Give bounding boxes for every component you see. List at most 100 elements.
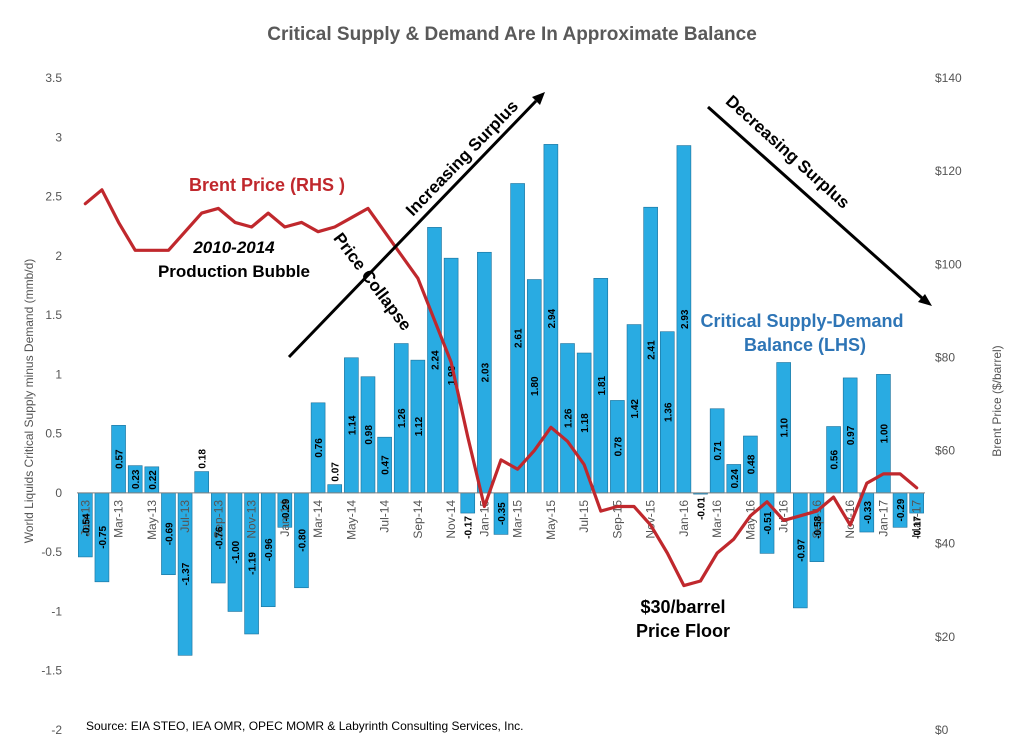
x-tick-label: Mar-16 bbox=[710, 500, 724, 538]
bar-value-label: 2.94 bbox=[547, 308, 558, 328]
bar-value-label: -1.00 bbox=[231, 540, 242, 563]
x-tick-label: Mar-15 bbox=[511, 500, 525, 538]
x-tick-label: Jan-16 bbox=[677, 500, 691, 537]
left-tick-label: 0 bbox=[55, 486, 62, 500]
x-tick-label: May-13 bbox=[145, 500, 159, 540]
right-tick-label: $80 bbox=[935, 350, 955, 364]
right-tick-label: $100 bbox=[935, 257, 962, 271]
bar-value-label: -1.37 bbox=[181, 562, 192, 585]
x-tick-label: Jan-14 bbox=[278, 500, 292, 537]
balance-bar bbox=[194, 471, 209, 494]
bar-value-label: 2.61 bbox=[514, 328, 525, 348]
chart-title: Critical Supply & Demand Are In Approxim… bbox=[267, 24, 757, 45]
bar-value-label: 1.10 bbox=[780, 418, 791, 438]
bar-value-label: 0.23 bbox=[131, 469, 142, 489]
bar-value-label: 0.98 bbox=[364, 425, 375, 445]
right-tick-label: $40 bbox=[935, 537, 955, 551]
bar-value-label: 1.00 bbox=[879, 423, 890, 443]
bar-value-label: 0.24 bbox=[730, 469, 741, 489]
bubble-years-label: 2010-2014 bbox=[192, 238, 275, 257]
bar-value-label: 1.26 bbox=[397, 408, 408, 428]
bar-value-label: -0.80 bbox=[297, 528, 308, 551]
balance-bar-labels: -0.54 -0.75 0.57 0.23 0.22 -0.69 -1.37 0.18 -0.7… bbox=[81, 308, 923, 585]
right-tick-label: $120 bbox=[935, 164, 962, 178]
x-axis-ticks: Jan-13 Mar-13 May-13 Jul-13 Sep-13 Nov-13 Jan-… bbox=[78, 500, 923, 540]
decreasing-surplus-arrow bbox=[707, 105, 923, 300]
increasing-surplus-label: Increasing Surplus bbox=[402, 97, 522, 220]
left-tick-label: 2.5 bbox=[45, 190, 62, 204]
price-collapse-label: Price Collapse bbox=[330, 229, 416, 334]
right-axis-ticks: $140 $120 $100 $80 $60 $40 $20 $0 bbox=[935, 71, 962, 737]
bar-value-label: -0.51 bbox=[763, 511, 774, 534]
increasing-surplus-arrow bbox=[287, 99, 538, 359]
bar-value-label: 1.80 bbox=[530, 376, 541, 396]
bar-value-label: 0.07 bbox=[331, 462, 342, 482]
left-axis-title: World Liquids Critical Supply minus Dema… bbox=[22, 259, 36, 544]
balance-legend-line1: Critical Supply-Demand bbox=[700, 311, 903, 331]
left-tick-label: 1.5 bbox=[45, 308, 62, 322]
bar-value-label: 2.93 bbox=[680, 309, 691, 329]
balance-bar bbox=[460, 492, 476, 514]
bar-value-label: -0.76 bbox=[214, 526, 225, 549]
left-tick-label: 3 bbox=[55, 130, 62, 144]
bar-value-label: -0.29 bbox=[281, 498, 292, 521]
x-tick-label: Jan-13 bbox=[78, 500, 92, 537]
x-tick-label: Mar-14 bbox=[311, 500, 325, 538]
right-tick-label: $60 bbox=[935, 444, 955, 458]
right-axis-title: Brent Price ($/barrel) bbox=[990, 345, 1004, 456]
bar-value-label: -0.97 bbox=[796, 539, 807, 562]
source-note: Source: EIA STEO, IEA OMR, OPEC MOMR & L… bbox=[86, 719, 523, 733]
x-tick-label: Sep-14 bbox=[411, 500, 425, 539]
bar-value-label: -0.96 bbox=[264, 538, 275, 561]
x-tick-label: Jan-17 bbox=[876, 500, 890, 537]
bar-value-label: -0.33 bbox=[863, 501, 874, 524]
bar-value-label: 0.57 bbox=[115, 449, 126, 469]
left-tick-label: 1 bbox=[55, 367, 62, 381]
bar-value-label: 0.56 bbox=[830, 450, 841, 470]
bar-value-label: -0.35 bbox=[497, 502, 508, 525]
left-axis-ticks: 3.5 3 2.5 2 1.5 1 0.5 0 -0.5 -1 -1.5 -2 bbox=[41, 71, 62, 737]
bar-value-label: 0.48 bbox=[746, 454, 757, 474]
x-tick-label: Jan-15 bbox=[477, 500, 491, 537]
x-tick-label: May-15 bbox=[544, 500, 558, 540]
balance-bars bbox=[78, 144, 924, 656]
brent-price-legend: Brent Price (RHS ) bbox=[189, 175, 345, 195]
bar-value-label: 0.47 bbox=[381, 455, 392, 475]
x-tick-label: Jul-15 bbox=[577, 500, 591, 533]
bar-value-label: -1.19 bbox=[248, 552, 259, 575]
bar-value-label: 2.24 bbox=[430, 350, 441, 370]
bar-value-label: 1.81 bbox=[597, 375, 608, 395]
bar-value-label: -0.54 bbox=[81, 513, 92, 536]
x-tick-label: Mar-17 bbox=[910, 500, 924, 538]
x-tick-label: Jul-14 bbox=[378, 500, 392, 533]
bar-value-label: 0.78 bbox=[613, 437, 624, 457]
increasing-surplus-arrowhead bbox=[532, 92, 545, 105]
bar-value-label: -0.17 bbox=[464, 516, 475, 539]
bar-value-label: 1.42 bbox=[630, 399, 641, 419]
x-tick-label: Jul-16 bbox=[777, 500, 791, 533]
bar-value-label: -0.75 bbox=[98, 526, 109, 549]
brent-price-line bbox=[83, 188, 919, 588]
bar-value-label: 2.41 bbox=[647, 340, 658, 360]
bar-value-label: 1.12 bbox=[414, 416, 425, 436]
balance-bar bbox=[327, 484, 343, 494]
balance-legend-line2: Balance (LHS) bbox=[744, 335, 866, 355]
x-tick-label: May-14 bbox=[344, 500, 358, 540]
x-tick-label: Sep-15 bbox=[610, 500, 624, 539]
x-tick-label: Nov-13 bbox=[245, 500, 259, 539]
bar-value-label: 0.97 bbox=[846, 425, 857, 445]
x-tick-label: Jul-13 bbox=[178, 500, 192, 533]
bar-value-label: 0.18 bbox=[198, 449, 209, 469]
right-tick-label: $0 bbox=[935, 723, 949, 737]
x-tick-label: Nov-16 bbox=[843, 500, 857, 539]
bar-value-label: -0.58 bbox=[813, 515, 824, 538]
right-tick-label: $140 bbox=[935, 71, 962, 85]
x-tick-label: May-16 bbox=[743, 500, 757, 540]
left-tick-label: 3.5 bbox=[45, 71, 62, 85]
brent-price-series bbox=[83, 188, 919, 588]
bar-value-label: 1.36 bbox=[663, 402, 674, 422]
left-tick-label: 2 bbox=[55, 249, 62, 263]
bar-value-label: -0.29 bbox=[896, 498, 907, 521]
bar-value-label: -0.01 bbox=[697, 497, 708, 520]
decreasing-surplus-arrowhead bbox=[918, 294, 932, 306]
